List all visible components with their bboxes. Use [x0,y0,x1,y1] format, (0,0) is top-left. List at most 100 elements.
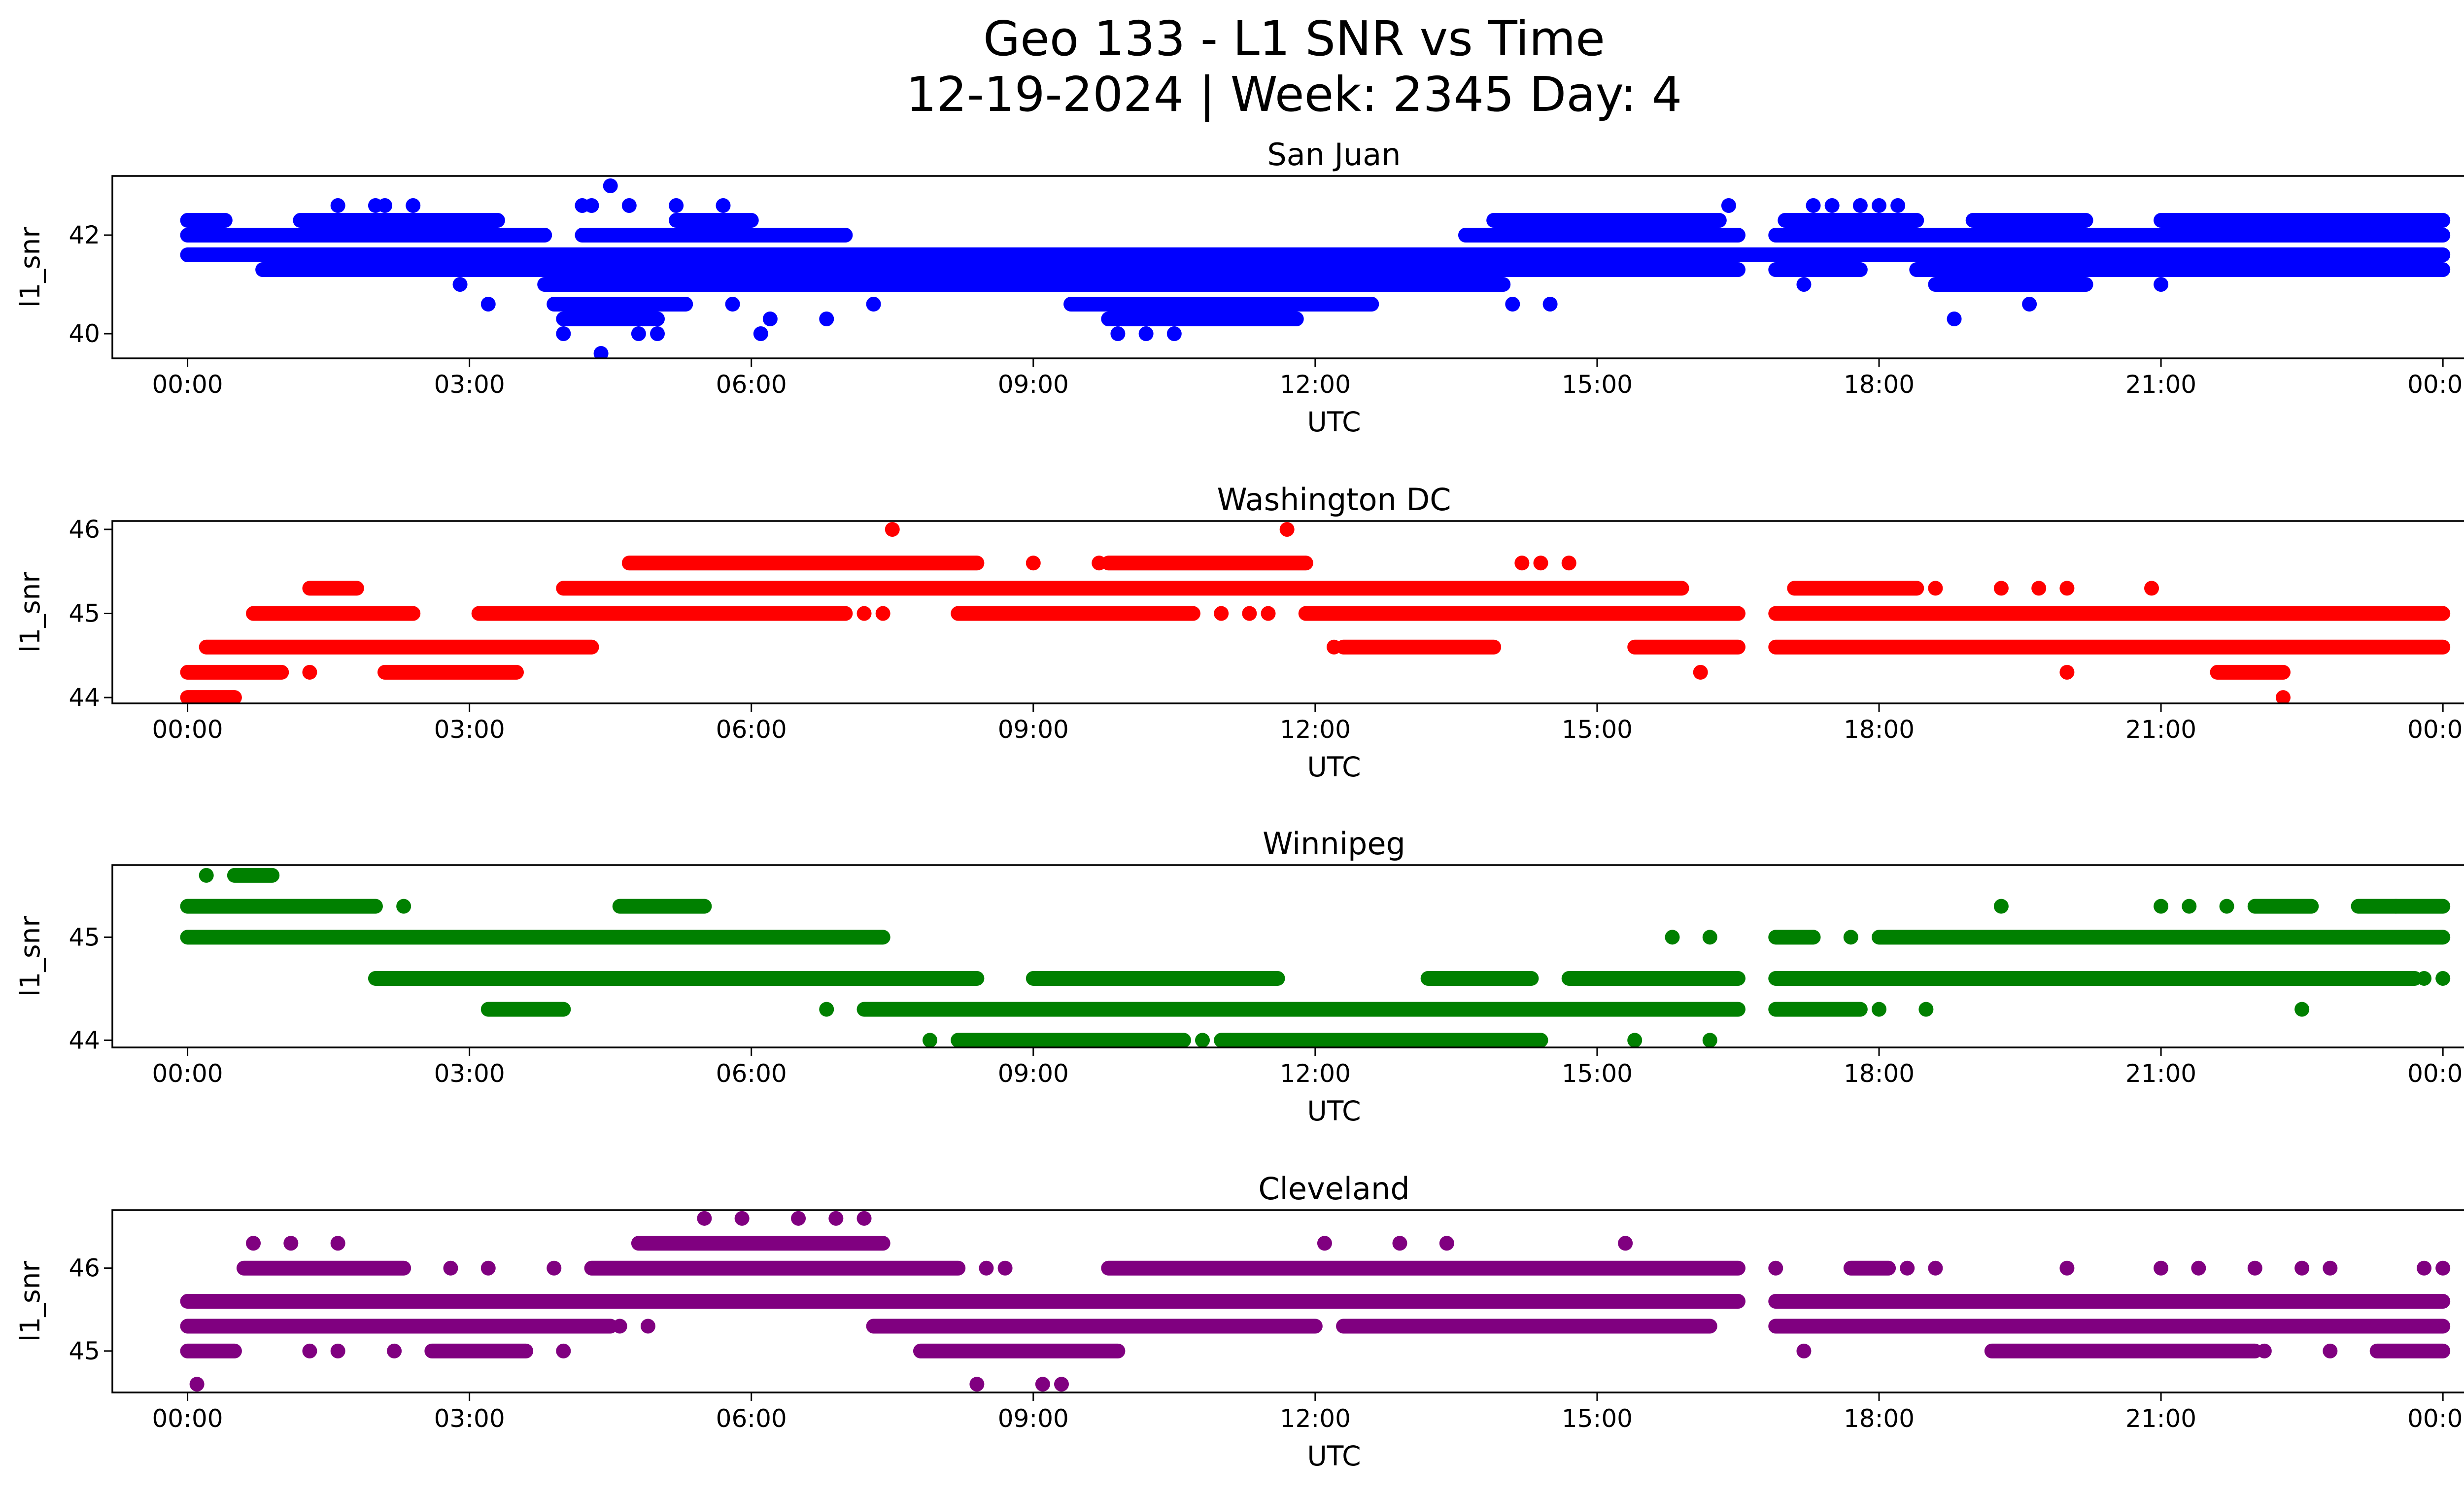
cleveland-xtick-label: 12:00 [1280,1404,1351,1433]
san-juan-point [1872,198,1887,213]
winnipeg-xtick-label: 09:00 [998,1059,1069,1088]
winnipeg-point [2417,971,2432,986]
cleveland-point [1900,1260,1915,1276]
cleveland-point [547,1260,562,1276]
cleveland-axes-frame [111,1209,2464,1393]
san-juan-xtick-label: 12:00 [1280,370,1351,399]
washington-dc-xlabel: UTC [1307,751,1361,783]
san-juan-xtick-label: 06:00 [716,370,787,399]
san-juan-point [1721,198,1736,213]
winnipeg-xlabel: UTC [1307,1095,1361,1127]
winnipeg-markers [180,868,2451,1047]
cleveland-point [246,1236,261,1251]
subplots: San Juan 00:00 03:00 06:00 09:00 12:00 15:00 18… [14,137,2464,1472]
washington-dc-xtick-label: 18:00 [1844,715,1915,744]
san-juan-point [452,277,468,292]
cleveland-xtick-label: 03:00 [434,1404,505,1433]
figure-title-line2: 12-19-2024 | Week: 2345 Day: 4 [906,67,1682,123]
cleveland-point [791,1211,806,1226]
san-juan-point [480,297,496,312]
san-juan-axes-frame [111,175,2464,359]
cleveland-point [2257,1343,2272,1358]
san-juan-point [584,198,599,213]
washington-dc-point [2059,664,2075,680]
winnipeg-point [2388,899,2403,914]
washington-dc-ytick-label: 44 [68,683,100,712]
cleveland-point [189,1377,205,1392]
cleveland-point [480,1260,496,1276]
washington-dc-point [1327,639,1341,655]
washington-dc-point [2059,581,2075,596]
san-juan-ytick-label: 42 [68,221,100,249]
cleveland-point [2294,1260,2310,1276]
winnipeg-ytick-label: 45 [68,923,100,951]
winnipeg-xtick-label: 15:00 [1562,1059,1633,1088]
cleveland-point [1439,1236,1454,1251]
cleveland-xtick-label: 18:00 [1844,1404,1915,1433]
cleveland-point [1035,1377,1050,1392]
san-juan-point [669,198,684,213]
winnipeg-point [1702,1033,1717,1047]
san-juan-point [556,326,571,341]
washington-dc-ytick-label: 46 [68,515,100,544]
washington-dc-xtick-label: 03:00 [434,715,505,744]
cleveland-point [1355,1319,1370,1334]
san-juan-point [1138,326,1154,341]
san-juan-point [631,326,646,341]
subplot-cleveland: Cleveland 00:00 03:00 06:00 09:00 12:00 15:00 1… [14,1171,2464,1472]
san-juan-point [603,178,618,193]
winnipeg-xtick-label: 18:00 [1844,1059,1915,1088]
winnipeg-point [1918,1002,1934,1017]
san-juan-point [2022,297,2037,312]
washington-dc-point [856,606,872,621]
washington-dc-point [1514,556,1530,571]
cleveland-xtick-label: 06:00 [716,1404,787,1433]
washington-dc-ylabel: l1_snr [14,572,46,653]
san-juan-point [791,277,806,292]
cleveland-xlabel: UTC [1307,1440,1361,1472]
san-juan-point [1947,312,1962,326]
washington-dc-point [1261,606,1276,621]
washington-dc-point [1279,522,1295,537]
winnipeg-ytick-label: 44 [68,1026,100,1054]
winnipeg-point [2182,899,2197,914]
washington-dc-point [1693,664,1708,680]
cleveland-point [2323,1260,2338,1276]
san-juan-point [2154,277,2169,292]
washington-dc-point [1993,581,2009,596]
san-juan-ytick-label: 40 [68,319,100,348]
cleveland-point [2154,1260,2169,1276]
cleveland-ytick-label: 45 [68,1337,100,1365]
san-juan-point [762,312,778,326]
winnipeg-xtick-label: 00:00 [152,1059,223,1088]
cleveland-title: Cleveland [1258,1171,1409,1207]
washington-dc-title: Washington DC [1217,482,1451,518]
san-juan-xtick-label: 00:00 [2407,370,2464,399]
cleveland-point [2323,1343,2338,1358]
cleveland-point [2435,1260,2451,1276]
san-juan-point [1824,198,1840,213]
washington-dc-point [2275,690,2291,703]
winnipeg-point [1993,899,2009,914]
san-juan-point [330,198,345,213]
winnipeg-xtick-label: 21:00 [2125,1059,2196,1088]
winnipeg-title: Winnipeg [1263,826,1405,862]
cleveland-point [2191,1260,2206,1276]
cleveland-point [443,1260,458,1276]
san-juan-title: San Juan [1267,137,1401,173]
cleveland-point [283,1236,299,1251]
washington-dc-point [1214,606,1229,621]
winnipeg-point [199,868,214,883]
washington-dc-markers [180,522,2451,703]
washington-dc-xtick-label: 06:00 [716,715,787,744]
subplot-washington-dc: Washington DC 00:00 03:00 06:00 09:00 12:00 15… [14,482,2464,783]
cleveland-point [979,1260,994,1276]
cleveland-ytick-label: 46 [68,1254,100,1283]
washington-dc-point [1561,556,1576,571]
washington-dc-ytick-label: 45 [68,599,100,628]
subplot-winnipeg: Winnipeg 00:00 03:00 06:00 09:00 12:00 15:00 18… [14,826,2464,1127]
cleveland-point [734,1211,750,1226]
winnipeg-point [396,899,411,914]
san-juan-xtick-label: 00:00 [152,370,223,399]
